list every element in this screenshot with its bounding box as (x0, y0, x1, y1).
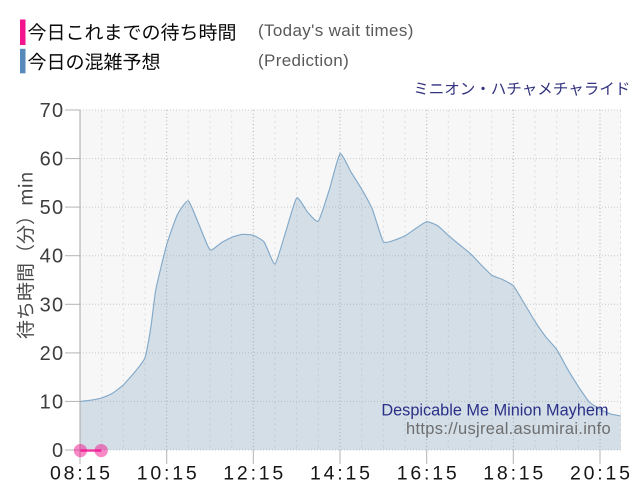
svg-text:(Today's wait times): (Today's wait times) (258, 21, 414, 40)
svg-text:https://usjreal.asumirai.info: https://usjreal.asumirai.info (406, 420, 611, 438)
svg-text:16:15: 16:15 (397, 463, 460, 485)
svg-text:10:15: 10:15 (137, 463, 200, 485)
svg-text:60: 60 (40, 149, 65, 171)
svg-text:14:15: 14:15 (310, 463, 373, 485)
svg-text:70: 70 (40, 100, 65, 122)
svg-text:40: 40 (40, 246, 65, 268)
svg-text:12:15: 12:15 (223, 463, 286, 485)
svg-text:10: 10 (40, 391, 65, 413)
svg-text:50: 50 (40, 197, 65, 219)
svg-text:(Prediction): (Prediction) (258, 51, 349, 70)
svg-text:08:15: 08:15 (50, 463, 113, 485)
svg-text:0: 0 (52, 440, 64, 462)
svg-text:20: 20 (40, 343, 65, 365)
svg-text:30: 30 (40, 294, 65, 316)
svg-text:20:15: 20:15 (570, 463, 633, 485)
svg-text:18:15: 18:15 (483, 463, 546, 485)
svg-text:Despicable Me Minion Mayhem: Despicable Me Minion Mayhem (381, 402, 608, 420)
